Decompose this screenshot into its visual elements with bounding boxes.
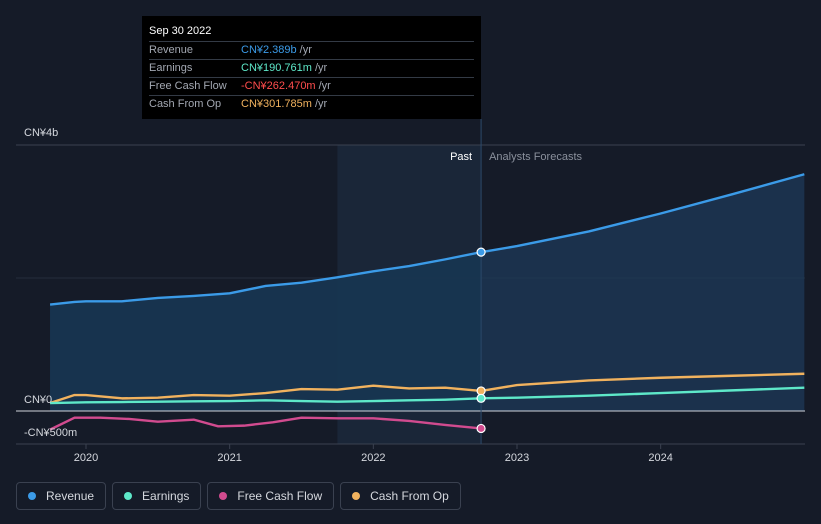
legend-dot-icon (124, 492, 133, 500)
tooltip-row-earnings: Earnings CN¥190.761m /yr (149, 59, 474, 77)
tooltip-value: CN¥2.389b (241, 44, 297, 56)
legend-dot-icon (28, 492, 36, 500)
tooltip-label: Earnings (149, 62, 193, 74)
y-tick-label: -CN¥500m (24, 427, 77, 439)
chart-plot[interactable]: CN¥4b CN¥0 -CN¥500m 2020 2021 2022 2023 2024 Pas… (0, 0, 821, 480)
revenue-area-past (50, 252, 482, 411)
tooltip-date: Sep 30 2022 (149, 25, 212, 37)
legend-dot-icon (352, 492, 361, 500)
tooltip-unit: /yr (314, 98, 328, 110)
free-cash-flow-line-past (49, 416, 482, 431)
revenue-line-past (49, 250, 482, 306)
tooltip-label: Cash From Op (149, 98, 222, 110)
legend-item-free-cash-flow[interactable]: Free Cash Flow (207, 482, 335, 510)
earnings-line-past (50, 397, 482, 405)
cash-from-op-line-past (49, 384, 482, 405)
tooltip-value: CN¥190.761m (241, 62, 312, 74)
legend-label: Free Cash Flow (237, 489, 323, 503)
revenue-line-forecast (480, 173, 805, 254)
tooltip-label: Free Cash Flow (149, 80, 227, 92)
legend: Revenue Earnings Free Cash Flow Cash Fro… (16, 482, 461, 510)
tooltip-value: CN¥301.785m (241, 98, 312, 110)
tooltip-label: Revenue (149, 44, 194, 56)
cash-from-op-line-forecast (480, 372, 805, 393)
tooltip-row-cash-from-op: Cash From Op CN¥301.785m /yr (149, 95, 474, 113)
legend-label: Revenue (46, 489, 95, 503)
tooltip-row-free-cash-flow: Free Cash Flow -CN¥262.470m /yr (149, 77, 474, 95)
legend-label: Earnings (142, 489, 190, 503)
tooltip-unit: /yr (314, 62, 328, 74)
earnings-line-forecast (481, 386, 805, 400)
y-tick-label: CN¥4b (24, 127, 58, 139)
tooltip-row-revenue: Revenue CN¥2.389b /yr (149, 41, 474, 59)
x-tick-label: 2020 (74, 452, 98, 464)
legend-item-earnings[interactable]: Earnings (112, 482, 202, 510)
legend-item-cash-from-op[interactable]: Cash From Op (340, 482, 461, 510)
legend-label: Cash From Op (370, 489, 449, 503)
earnings-marker (476, 393, 486, 403)
tooltip-unit: /yr (299, 44, 312, 56)
x-tick-label: 2024 (648, 452, 672, 464)
revenue-marker (476, 247, 486, 257)
y-tick-label: CN¥0 (24, 394, 52, 406)
forecast-label: Analysts Forecasts (489, 151, 582, 163)
past-label: Past (450, 151, 472, 163)
x-tick-label: 2022 (361, 452, 385, 464)
tooltip: Sep 30 2022 Revenue CN¥2.389b /yr Earnin… (142, 16, 481, 119)
legend-dot-icon (219, 492, 228, 500)
tooltip-value: -CN¥262.470m (241, 80, 316, 92)
x-tick-label: 2021 (217, 452, 241, 464)
tooltip-unit: /yr (318, 80, 331, 92)
legend-item-revenue[interactable]: Revenue (16, 482, 107, 510)
x-tick-label: 2023 (505, 452, 529, 464)
free-cash-flow-marker (476, 423, 486, 434)
